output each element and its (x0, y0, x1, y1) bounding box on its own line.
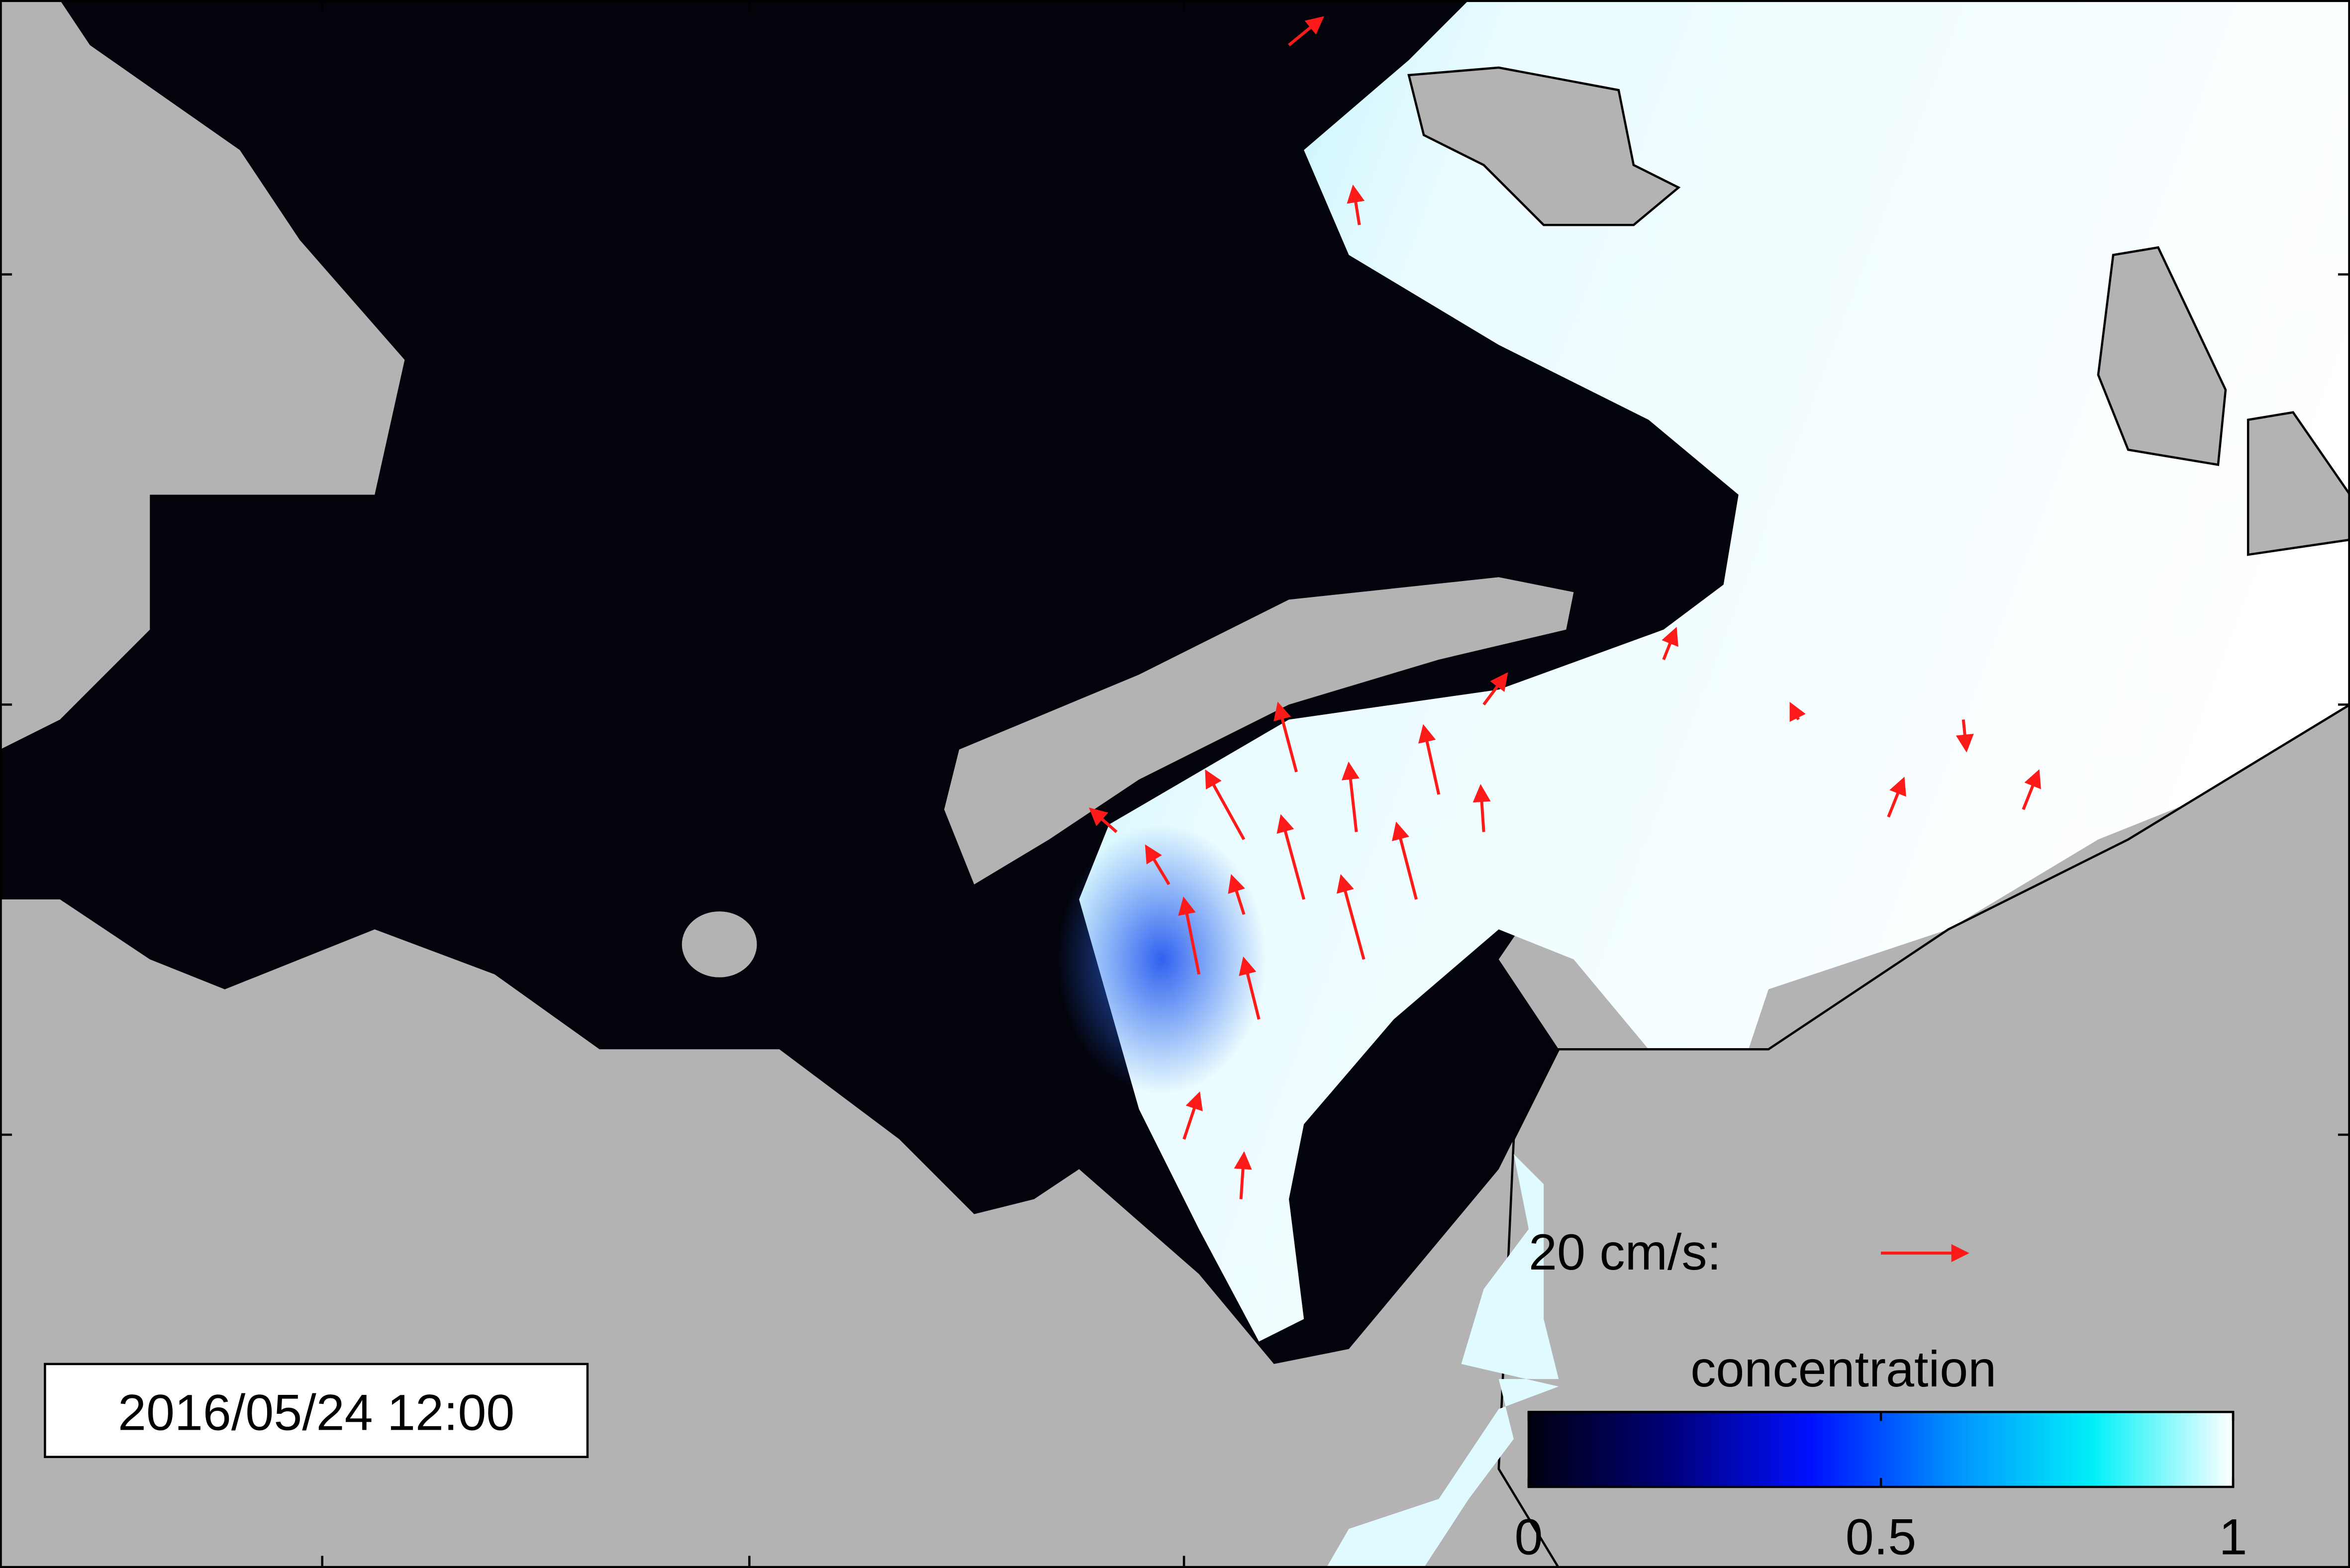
colorbar-ticks: 0 0.5 1 (1515, 1412, 2248, 1566)
low-ice (1056, 824, 1267, 1094)
island (682, 911, 757, 978)
peninsula (944, 577, 1574, 884)
islands (1407, 66, 1681, 226)
colorbar (1527, 1411, 2235, 1488)
colorbar-title: concentration (1690, 1340, 1996, 1397)
colorbar-tick-label: 0.5 (1846, 1508, 1916, 1566)
timestamp: 2016/05/24 12:00 (118, 1383, 514, 1441)
vector-legend-label: 20 cm/s: (1529, 1223, 1721, 1280)
sea-ice (1079, 0, 2350, 1342)
islands (2097, 246, 2227, 466)
timestamp-box (44, 1363, 589, 1458)
islands (2247, 411, 2350, 556)
colorbar-tick-label: 0 (1515, 1508, 1543, 1566)
velocity-arrows (1088, 16, 2041, 1199)
channel-ice (1326, 1154, 1559, 1568)
colorbar-tick-label: 1 (2219, 1508, 2248, 1566)
